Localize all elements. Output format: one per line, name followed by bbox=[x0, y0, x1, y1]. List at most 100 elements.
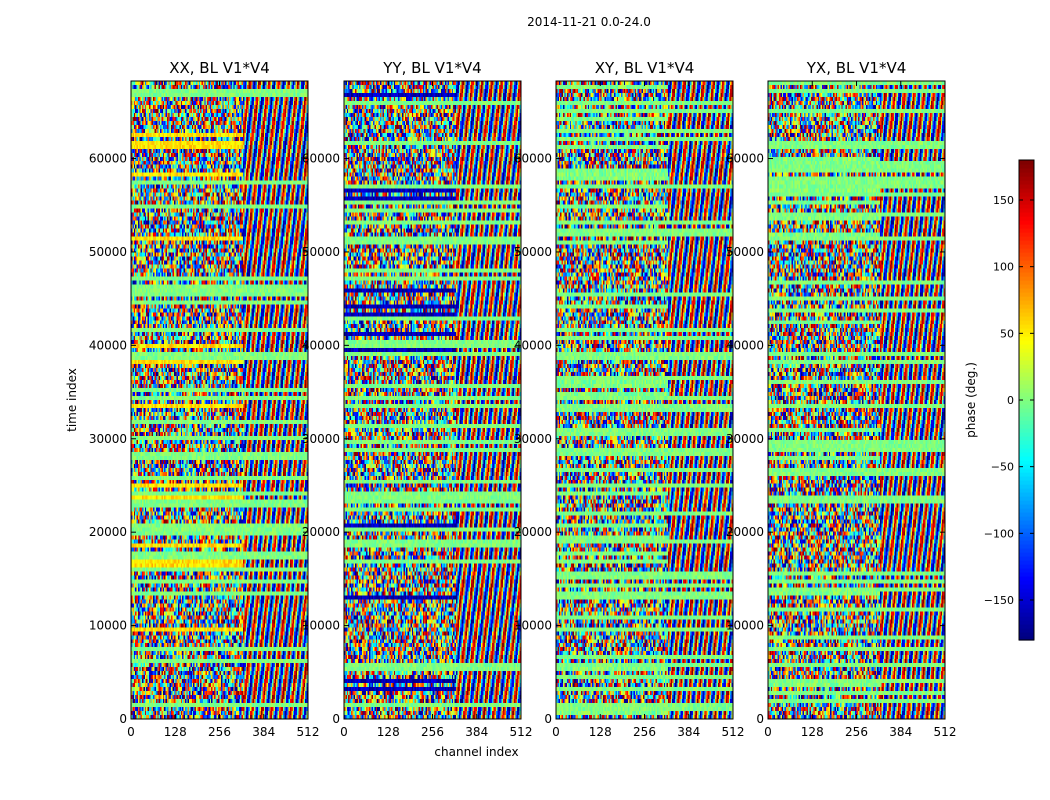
colorbar-swatch bbox=[1019, 468, 1034, 473]
x-tick-label: 128 bbox=[801, 725, 824, 739]
y-tick-label: 30000 bbox=[302, 432, 340, 446]
heatmap-panels: XX, BL V1*V4 0 128 256 384 512 0 10000 20000 3000… bbox=[65, 59, 956, 759]
colorbar-swatch bbox=[1019, 232, 1034, 237]
heatmap-image bbox=[131, 81, 308, 719]
heatmap-image bbox=[768, 81, 945, 719]
x-tick-label: 0 bbox=[340, 725, 348, 739]
colorbar-swatch bbox=[1019, 204, 1034, 209]
colorbar-swatch bbox=[1019, 400, 1034, 405]
colorbar-swatch bbox=[1019, 276, 1034, 281]
colorbar-swatch bbox=[1019, 180, 1034, 185]
y-tick-label: 30000 bbox=[89, 432, 127, 446]
colorbar-swatch bbox=[1019, 588, 1034, 593]
colorbar-swatch bbox=[1019, 552, 1034, 557]
colorbar-swatch bbox=[1019, 532, 1034, 537]
colorbar-swatch bbox=[1019, 596, 1034, 601]
y-tick-label: 0 bbox=[544, 712, 552, 726]
colorbar-swatch bbox=[1019, 212, 1034, 217]
colorbar-swatch bbox=[1019, 284, 1034, 289]
colorbar-swatch bbox=[1019, 520, 1034, 525]
y-tick-label: 10000 bbox=[514, 619, 552, 633]
y-tick-label: 20000 bbox=[89, 525, 127, 539]
colorbar-tick-label: 150 bbox=[993, 194, 1014, 207]
heatmap-panel-4: YX, BL V1*V4 0 128 256 384 512 0 10000 20000 3000… bbox=[726, 59, 957, 739]
colorbar-swatch bbox=[1019, 376, 1034, 381]
colorbar-swatch bbox=[1019, 404, 1034, 409]
colorbar-swatch bbox=[1019, 368, 1034, 373]
colorbar-swatch bbox=[1019, 508, 1034, 513]
colorbar-swatch bbox=[1019, 616, 1034, 621]
colorbar-swatch bbox=[1019, 336, 1034, 341]
colorbar-swatch bbox=[1019, 352, 1034, 357]
heatmap-image bbox=[344, 81, 521, 719]
colorbar-swatch bbox=[1019, 548, 1034, 553]
panel-title: XX, BL V1*V4 bbox=[169, 59, 270, 77]
colorbar-swatch bbox=[1019, 356, 1034, 361]
x-tick-label: 256 bbox=[845, 725, 868, 739]
y-tick-label: 50000 bbox=[302, 245, 340, 259]
colorbar-swatch bbox=[1019, 608, 1034, 613]
colorbar-swatch bbox=[1019, 280, 1034, 285]
colorbar-swatch bbox=[1019, 228, 1034, 233]
panel-title: XY, BL V1*V4 bbox=[595, 59, 695, 77]
colorbar-swatch bbox=[1019, 272, 1034, 277]
x-tick-label: 512 bbox=[934, 725, 957, 739]
colorbar-swatch bbox=[1019, 424, 1034, 429]
colorbar-swatch bbox=[1019, 412, 1034, 417]
colorbar-swatch bbox=[1019, 372, 1034, 377]
x-tick-label: 0 bbox=[764, 725, 772, 739]
colorbar-swatch bbox=[1019, 540, 1034, 545]
colorbar-swatch bbox=[1019, 160, 1034, 165]
y-tick-label: 20000 bbox=[726, 525, 764, 539]
colorbar-swatch bbox=[1019, 584, 1034, 589]
colorbar-swatch bbox=[1019, 560, 1034, 565]
colorbar-swatch bbox=[1019, 344, 1034, 349]
colorbar-swatch bbox=[1019, 600, 1034, 605]
x-tick-label: 256 bbox=[208, 725, 231, 739]
colorbar-swatch bbox=[1019, 632, 1034, 637]
y-tick-label: 20000 bbox=[302, 525, 340, 539]
colorbar-swatch bbox=[1019, 504, 1034, 509]
colorbar-swatch bbox=[1019, 360, 1034, 365]
colorbar-swatch bbox=[1019, 448, 1034, 453]
colorbar-swatch bbox=[1019, 460, 1034, 465]
y-tick-label: 30000 bbox=[726, 432, 764, 446]
y-tick-label: 40000 bbox=[726, 338, 764, 352]
colorbar-swatch bbox=[1019, 184, 1034, 189]
colorbar-swatch bbox=[1019, 252, 1034, 257]
colorbar-tick-label: −50 bbox=[991, 461, 1014, 474]
colorbar-swatch bbox=[1019, 208, 1034, 213]
colorbar-swatch bbox=[1019, 288, 1034, 293]
y-tick-label: 60000 bbox=[302, 152, 340, 166]
colorbar-swatch bbox=[1019, 328, 1034, 333]
heatmap-panel-3: XY, BL V1*V4 0 128 256 384 512 0 10000 20000 3000… bbox=[514, 59, 745, 739]
colorbar-swatch bbox=[1019, 524, 1034, 529]
y-tick-label: 50000 bbox=[514, 245, 552, 259]
y-tick-label: 0 bbox=[119, 712, 127, 726]
colorbar-swatch bbox=[1019, 636, 1034, 641]
x-tick-label: 128 bbox=[377, 725, 400, 739]
y-tick-label: 60000 bbox=[726, 152, 764, 166]
y-tick-label: 60000 bbox=[89, 152, 127, 166]
colorbar-swatch bbox=[1019, 604, 1034, 609]
colorbar-swatch bbox=[1019, 296, 1034, 301]
x-tick-label: 384 bbox=[465, 725, 488, 739]
colorbar-swatch bbox=[1019, 528, 1034, 533]
colorbar-swatch bbox=[1019, 200, 1034, 205]
x-tick-label: 384 bbox=[889, 725, 912, 739]
colorbar-swatch bbox=[1019, 244, 1034, 249]
colorbar-swatch bbox=[1019, 392, 1034, 397]
colorbar-swatch bbox=[1019, 224, 1034, 229]
colorbar-swatch bbox=[1019, 436, 1034, 441]
colorbar-swatch bbox=[1019, 176, 1034, 181]
colorbar-swatch bbox=[1019, 452, 1034, 457]
colorbar-swatch bbox=[1019, 192, 1034, 197]
colorbar-swatch bbox=[1019, 240, 1034, 245]
colorbar-swatch bbox=[1019, 444, 1034, 449]
colorbar-swatch bbox=[1019, 260, 1034, 265]
colorbar-tick-label: −100 bbox=[984, 527, 1014, 540]
colorbar-swatch bbox=[1019, 320, 1034, 325]
y-tick-label: 10000 bbox=[89, 619, 127, 633]
colorbar-swatch bbox=[1019, 388, 1034, 393]
